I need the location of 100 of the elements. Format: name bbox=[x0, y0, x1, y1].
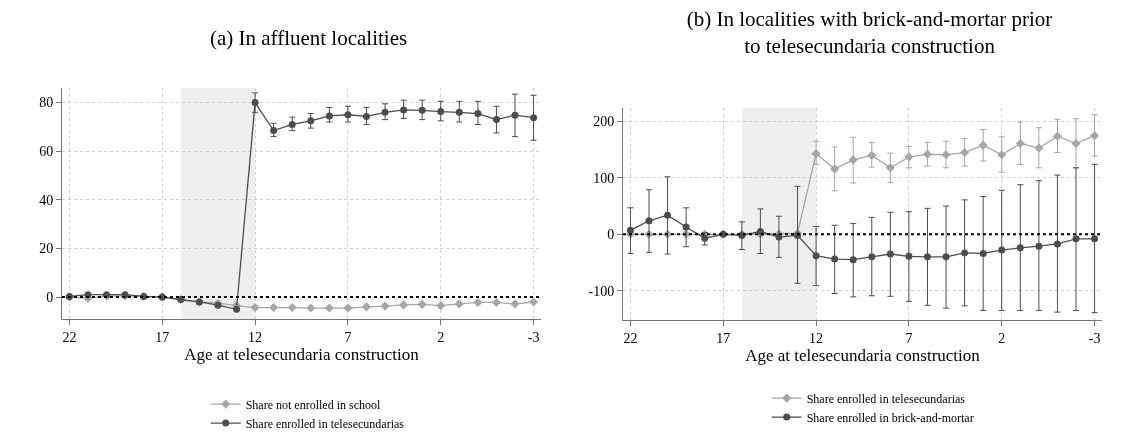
x-tick-label: 12 bbox=[248, 329, 263, 345]
legend-label: Share enrolled in telesecundarias bbox=[806, 391, 966, 406]
point bbox=[960, 147, 970, 158]
point bbox=[307, 117, 315, 125]
point bbox=[978, 140, 988, 150]
y-tick-label: 60 bbox=[39, 144, 54, 160]
point bbox=[510, 299, 520, 309]
point bbox=[941, 150, 951, 160]
point bbox=[400, 106, 408, 114]
y-tick-label: 0 bbox=[607, 227, 615, 243]
point bbox=[362, 112, 370, 120]
y-tick-label: 80 bbox=[39, 95, 54, 111]
point bbox=[306, 303, 316, 313]
point bbox=[269, 303, 279, 313]
point bbox=[979, 249, 987, 257]
x-tick-label: 22 bbox=[623, 330, 638, 346]
point bbox=[344, 111, 352, 119]
point bbox=[998, 246, 1006, 254]
point bbox=[645, 217, 653, 225]
x-axis-title: Age at telesecundaria construction bbox=[184, 344, 420, 364]
point bbox=[626, 226, 634, 234]
x-tick-label: 17 bbox=[155, 329, 170, 345]
point bbox=[1053, 240, 1061, 248]
point bbox=[1034, 143, 1044, 153]
point bbox=[455, 108, 463, 116]
point bbox=[417, 299, 427, 309]
point bbox=[380, 301, 390, 311]
x-axis-title: Age at telesecundaria construction bbox=[745, 345, 981, 365]
point bbox=[473, 297, 483, 308]
point bbox=[923, 253, 931, 261]
x-tick-label: 2 bbox=[998, 330, 1006, 346]
point bbox=[454, 299, 464, 309]
point bbox=[868, 253, 876, 261]
point bbox=[1015, 138, 1025, 149]
point bbox=[381, 108, 389, 116]
point bbox=[1016, 244, 1024, 252]
point bbox=[831, 255, 839, 263]
point bbox=[287, 303, 297, 313]
point bbox=[270, 127, 278, 135]
point bbox=[325, 112, 333, 120]
y-tick-label: 100 bbox=[593, 170, 615, 186]
point bbox=[682, 223, 690, 231]
point bbox=[491, 297, 501, 308]
point bbox=[343, 303, 353, 313]
point bbox=[529, 297, 539, 307]
point bbox=[1035, 242, 1043, 250]
point bbox=[437, 108, 445, 116]
legend-label: Share not enrolled in school bbox=[245, 397, 381, 412]
point bbox=[436, 301, 446, 311]
point bbox=[1052, 131, 1062, 141]
point bbox=[250, 303, 260, 313]
point bbox=[1071, 138, 1081, 149]
point bbox=[867, 150, 877, 160]
point bbox=[942, 253, 950, 261]
point bbox=[904, 152, 914, 162]
point bbox=[812, 252, 820, 260]
point bbox=[961, 249, 969, 257]
point bbox=[418, 106, 426, 114]
point bbox=[922, 149, 933, 159]
point bbox=[905, 252, 913, 260]
x-tick-label: 7 bbox=[344, 329, 352, 345]
point bbox=[849, 256, 857, 264]
legend-label: Share enrolled in brick-and-mortar bbox=[806, 410, 974, 425]
point bbox=[474, 110, 482, 118]
point bbox=[885, 163, 895, 173]
y-tick-label: 20 bbox=[39, 241, 54, 257]
point bbox=[1090, 131, 1100, 141]
point bbox=[288, 120, 296, 128]
point bbox=[811, 149, 821, 159]
y-tick-label: 40 bbox=[39, 192, 54, 208]
point bbox=[701, 234, 709, 242]
x-tick-label: -3 bbox=[527, 329, 540, 345]
x-tick-label: -3 bbox=[1088, 330, 1101, 346]
x-tick-label: 17 bbox=[716, 330, 731, 346]
point bbox=[361, 302, 372, 312]
point bbox=[997, 150, 1007, 160]
point bbox=[1091, 235, 1099, 243]
point bbox=[324, 303, 334, 313]
point bbox=[886, 250, 894, 258]
point bbox=[251, 99, 259, 107]
x-tick-label: 22 bbox=[62, 329, 77, 345]
x-tick-label: 7 bbox=[905, 330, 913, 346]
point bbox=[775, 233, 783, 241]
y-tick-label: -100 bbox=[588, 283, 615, 299]
point bbox=[848, 155, 858, 165]
chart-title: (b) In localities with brick-and-mortar prior to telesecundaria construction bbox=[686, 7, 1053, 59]
y-tick-label: 0 bbox=[46, 290, 54, 306]
point bbox=[830, 164, 840, 174]
x-tick-label: 2 bbox=[437, 329, 445, 345]
y-tick-label: 200 bbox=[593, 114, 615, 130]
point bbox=[492, 116, 500, 124]
point bbox=[664, 211, 672, 219]
chart-title: (a) In affluent localities bbox=[209, 25, 408, 50]
point bbox=[530, 114, 538, 122]
point bbox=[399, 300, 409, 310]
legend-label: Share enrolled in telesecundarias bbox=[245, 416, 405, 431]
point bbox=[511, 111, 519, 119]
point bbox=[756, 227, 764, 235]
x-tick-label: 12 bbox=[809, 330, 824, 346]
point bbox=[1072, 235, 1080, 243]
